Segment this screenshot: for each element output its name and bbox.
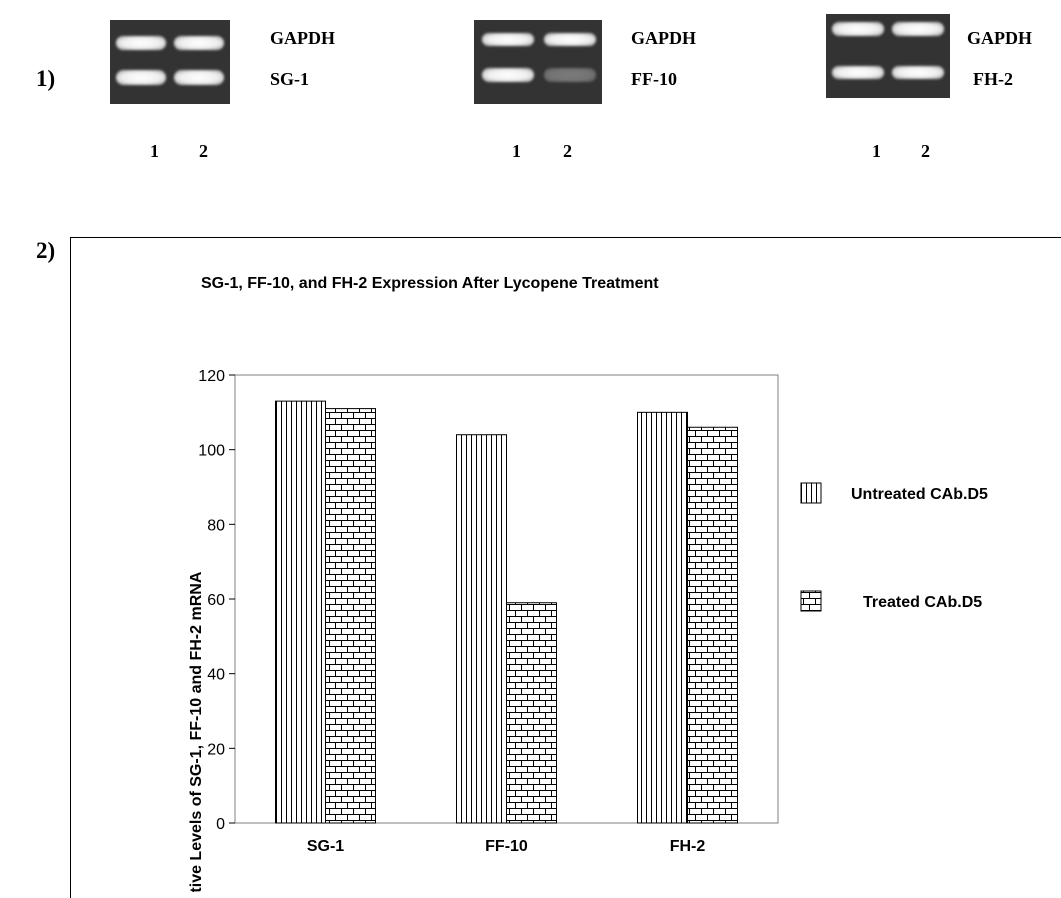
lane-number: 1 (872, 141, 881, 161)
lane-number: 1 (512, 141, 521, 161)
gel-band (116, 36, 166, 50)
bar-chart: SG-1, FF-10, and FH-2 Expression After L… (188, 275, 988, 892)
x-axis: SG-1 FF-10 FH-2 (307, 838, 706, 855)
lane-number: 2 (563, 141, 572, 161)
gel-bottom-label: FH-2 (973, 69, 1013, 89)
gel-image-sg1 (110, 20, 230, 104)
y-tick-label: 20 (207, 741, 225, 758)
gel-band (482, 68, 534, 82)
bar-ff-10-untreated (456, 434, 507, 824)
gel-band (544, 68, 596, 82)
x-tick-label: FH-2 (670, 838, 706, 855)
gel-top-label: GAPDH (270, 28, 335, 48)
gel-band (832, 66, 884, 79)
gel-band (482, 33, 534, 46)
chart-title: SG-1, FF-10, and FH-2 Expression After L… (201, 275, 659, 292)
lane-number: 1 (150, 141, 159, 161)
y-tick-label: 0 (216, 816, 225, 833)
gel-band (832, 22, 884, 36)
gel-band (892, 66, 944, 79)
gel-bottom-label: FF-10 (631, 69, 677, 89)
lane-number: 2 (199, 141, 208, 161)
gel-top-label: GAPDH (967, 28, 1032, 48)
y-tick-label: 40 (207, 667, 225, 684)
bar-sg-1-treated (325, 408, 376, 824)
gel-bottom-label: SG-1 (270, 69, 310, 89)
gel-band (174, 36, 224, 50)
gel-top-label: GAPDH (631, 28, 696, 48)
bars (275, 400, 738, 824)
legend-label: Untreated CAb.D5 (851, 486, 988, 503)
x-tick-label: SG-1 (307, 838, 344, 855)
y-tick-label: 80 (207, 517, 225, 534)
gel-band (174, 70, 224, 85)
bar-sg-1-untreated (275, 400, 326, 824)
gel-group-fh2: GAPDH FH-2 1 2 (826, 14, 1056, 161)
y-tick-label: 60 (207, 592, 225, 609)
legend: Untreated CAb.D5 Treated CAb.D5 (800, 482, 988, 612)
panel-label-2: 2) (36, 238, 56, 263)
bar-fh-2-untreated (637, 411, 688, 824)
panel-label-1: 1) (36, 66, 56, 91)
gel-band (544, 33, 596, 46)
legend-label: Treated CAb.D5 (863, 594, 982, 611)
legend-swatch (800, 482, 822, 504)
y-axis: 0 20 40 60 80 100 120 (198, 368, 235, 833)
gel-band (116, 70, 166, 85)
bar-ff-10-treated (506, 602, 557, 824)
gel-image-fh2 (826, 14, 950, 98)
y-tick-label: 100 (198, 443, 225, 460)
gel-band (892, 22, 944, 36)
y-axis-label: Relative Levels of SG-1, FF-10 and FH-2 … (188, 571, 205, 892)
legend-swatch (800, 590, 822, 612)
x-tick-label: FF-10 (485, 838, 528, 855)
bar-fh-2-treated (687, 426, 738, 824)
lane-number: 2 (921, 141, 930, 161)
chart-frame: SG-1, FF-10, and FH-2 Expression After L… (70, 237, 1061, 898)
gel-image-ff10 (474, 20, 602, 104)
y-tick-label: 120 (198, 368, 225, 385)
gel-group-sg1: GAPDH SG-1 1 2 (110, 20, 335, 161)
gel-group-ff10: GAPDH FF-10 1 2 (474, 20, 696, 161)
